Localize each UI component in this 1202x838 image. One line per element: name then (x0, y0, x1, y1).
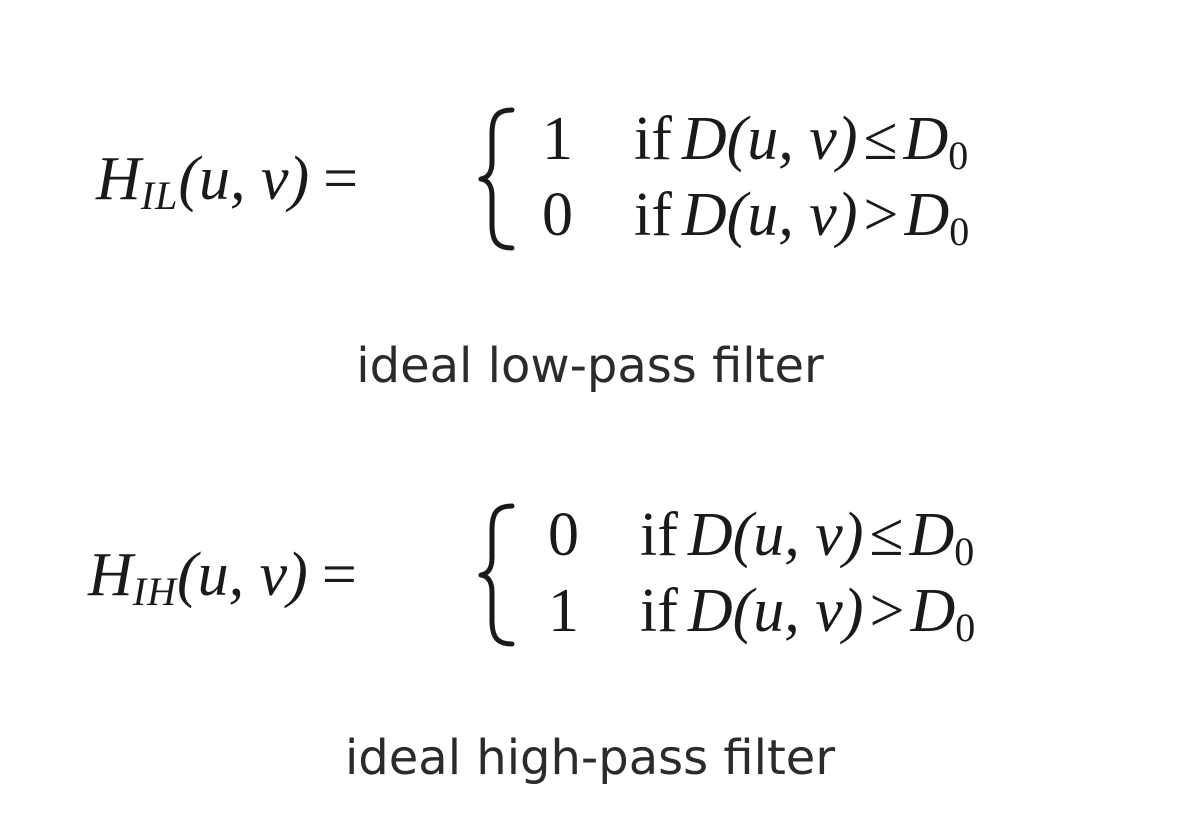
low-pass-case-1: 1 if D(u, v)≤D0 (542, 105, 968, 176)
case-rhs: D (909, 501, 955, 569)
case-condition-word: if (640, 501, 678, 569)
high-pass-lhs: HIH(u, v) = (88, 541, 357, 612)
low-pass-lhs: HIL(u, v) = (96, 145, 359, 216)
case-rhs-subscript: 0 (955, 605, 976, 650)
low-pass-symbol: H (96, 145, 141, 213)
low-pass-case-2: 0 if D(u, v)>D0 (542, 181, 969, 252)
high-pass-equals: = (321, 541, 357, 609)
case-rhs-subscript: 0 (949, 209, 970, 254)
high-pass-case-1: 0 if D(u, v)≤D0 (548, 501, 974, 572)
low-pass-subscript: IL (140, 173, 179, 218)
case-rhs: D (903, 105, 949, 173)
low-pass-caption: ideal low-pass filter (356, 338, 824, 394)
case-relation: ≤ (863, 105, 898, 173)
case-value: 0 (542, 181, 573, 249)
case-value: 0 (548, 501, 579, 569)
low-pass-equals: = (323, 145, 359, 213)
case-relation: > (869, 577, 905, 645)
low-pass-args: (u, v) (178, 145, 310, 213)
high-pass-args: (u, v) (177, 541, 308, 609)
left-brace-icon (478, 107, 515, 251)
high-pass-case-2: 1 if D(u, v)>D0 (548, 577, 975, 648)
case-rhs-subscript: 0 (954, 529, 975, 574)
high-pass-symbol: H (88, 541, 133, 609)
case-relation: ≤ (869, 501, 904, 569)
high-pass-caption: ideal high-pass filter (344, 730, 836, 786)
case-condition-word: if (640, 577, 678, 645)
case-value: 1 (548, 577, 579, 645)
case-rhs: D (910, 577, 956, 645)
low-pass-equation: HIL(u, v) = 1 if D(u, v)≤D0 0 if D(u, v)>D0 (0, 105, 1202, 270)
case-expression: D(u, v) (687, 501, 864, 569)
case-rhs-subscript: 0 (948, 133, 969, 178)
case-rhs: D (904, 181, 950, 249)
case-expression: D(u, v) (687, 577, 864, 645)
case-condition-word: if (634, 105, 672, 173)
case-relation: > (863, 181, 899, 249)
case-value: 1 (542, 105, 573, 173)
case-condition-word: if (634, 181, 672, 249)
case-expression: D(u, v) (681, 181, 858, 249)
high-pass-equation: HIH(u, v) = 0 if D(u, v)≤D0 1 if D(u, v)>D0 (0, 501, 1202, 666)
high-pass-subscript: IH (132, 569, 177, 614)
case-expression: D(u, v) (681, 105, 858, 173)
left-brace-icon (478, 503, 515, 647)
